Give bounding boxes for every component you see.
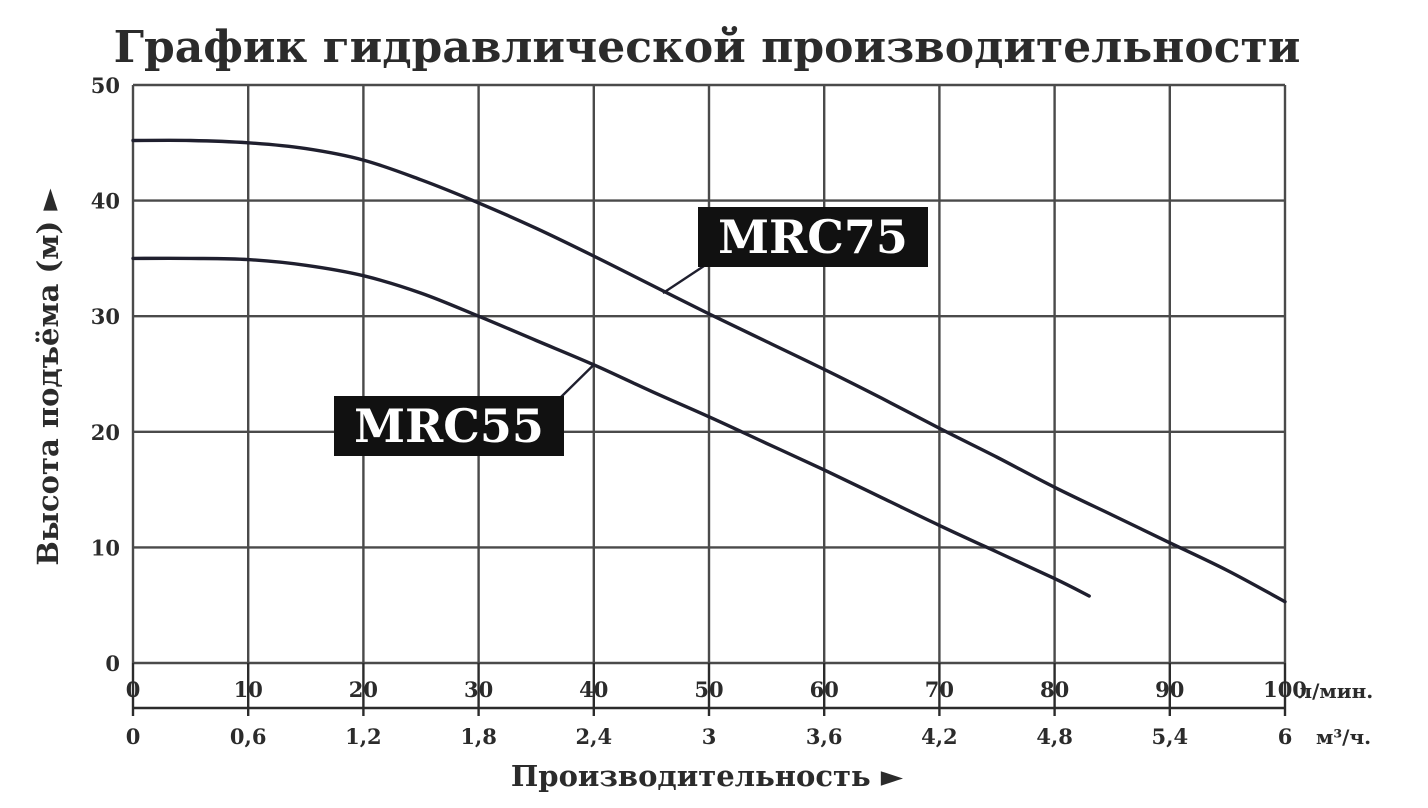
x2-tick-label: 0: [126, 724, 141, 749]
x-tick-label: 20: [349, 677, 378, 702]
x-axis-label: Производительность ►: [511, 759, 904, 793]
y-tick-label: 40: [91, 189, 120, 214]
x-tick-label: 80: [1040, 677, 1069, 702]
grid: [131, 83, 1287, 665]
x2-tick-label: 5,4: [1152, 724, 1189, 749]
x-axis-unit-m3h: м³/ч.: [1316, 725, 1371, 749]
x-tick-label: 70: [925, 677, 954, 702]
x2-tick-label: 3,6: [806, 724, 843, 749]
x2-tick-label: 1,2: [345, 724, 382, 749]
series-labels: MRC75 MRC55: [334, 207, 928, 456]
x2-tick-label: 2,4: [576, 724, 613, 749]
y-tick-label: 20: [91, 420, 120, 445]
x-tick-label: 10: [234, 677, 263, 702]
x-tick-label: 60: [810, 677, 839, 702]
axes: 0 10 20 30 40 50 60 70 80 90 100 0 10 20 30 40 50 0 0,6 1,2…: [91, 73, 1307, 749]
x2-tick-label: 4,8: [1036, 724, 1073, 749]
x2-tick-label: 4,2: [921, 724, 958, 749]
x2-tick-label: 0,6: [230, 724, 267, 749]
annotation-box-mrc75: [698, 207, 928, 267]
x-tick-label: 0: [126, 677, 141, 702]
annotation-label-mrc55: MRC55: [354, 399, 544, 453]
chart-title: График гидравлической производительности: [114, 22, 1301, 73]
x-axis-unit-lpm: л/мин.: [1298, 679, 1373, 703]
x-tick-label: 90: [1155, 677, 1184, 702]
annotation-box-mrc55: [334, 396, 564, 456]
y-tick-label: 0: [105, 651, 120, 676]
curves: [131, 138, 1287, 604]
x-tick-label: 50: [694, 677, 723, 702]
x2-tick-label: 6: [1278, 724, 1293, 749]
x-tick-label: 30: [464, 677, 493, 702]
x-tick-label: 40: [579, 677, 608, 702]
y-axis-label: Высота подъёма (м) ►: [31, 188, 65, 566]
y-tick-label: 10: [91, 535, 120, 560]
series-line-mrc55: [131, 256, 1091, 598]
x2-tick-label: 1,8: [460, 724, 497, 749]
annotation-leader-mrc75: [662, 260, 711, 295]
series-line-mrc75: [131, 138, 1287, 604]
annotation-leader-mrc55: [559, 363, 595, 399]
x-tick-label: 100: [1263, 677, 1307, 702]
x2-tick-label: 3: [702, 724, 717, 749]
y-tick-label: 30: [91, 304, 120, 329]
annotation-label-mrc75: MRC75: [718, 210, 908, 264]
y-tick-label: 50: [91, 73, 120, 98]
